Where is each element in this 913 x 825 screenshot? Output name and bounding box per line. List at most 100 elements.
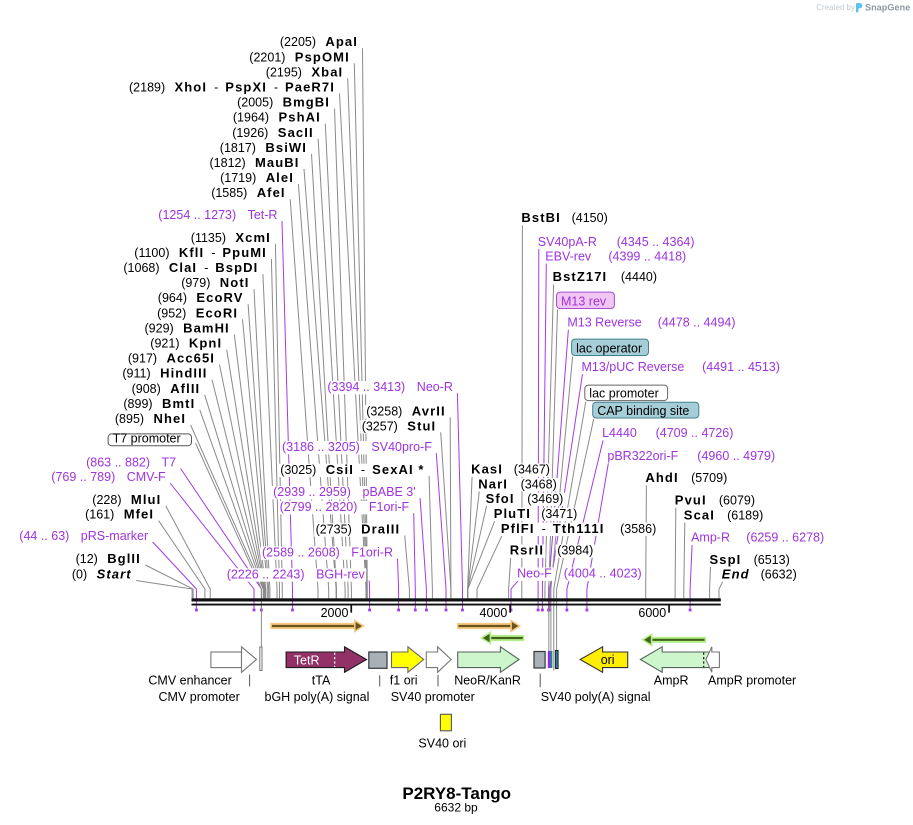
- svg-text:(895): (895): [115, 412, 144, 426]
- svg-text:(6632): (6632): [761, 568, 797, 582]
- svg-text:(899): (899): [123, 397, 152, 411]
- svg-text:BmgBI: BmgBI: [283, 95, 330, 110]
- svg-text:DraIII: DraIII: [361, 522, 400, 537]
- svg-text:BGH-rev: BGH-rev: [316, 568, 365, 582]
- svg-text:bGH poly(A) signal: bGH poly(A) signal: [265, 690, 370, 704]
- svg-text:SV40 ori: SV40 ori: [418, 737, 466, 751]
- svg-text:-: -: [542, 522, 546, 536]
- svg-text:(769 .. 789): (769 .. 789): [51, 470, 115, 484]
- svg-text:AleI: AleI: [266, 170, 294, 185]
- svg-text:MfeI: MfeI: [124, 507, 154, 522]
- svg-text:NheI: NheI: [154, 411, 187, 426]
- svg-text:(3467): (3467): [514, 463, 550, 477]
- svg-text:(2195): (2195): [266, 65, 302, 79]
- svg-text:XcmI: XcmI: [235, 230, 270, 245]
- svg-text:(0): (0): [72, 568, 87, 582]
- svg-text:SnapGene: SnapGene: [865, 3, 910, 13]
- svg-text:(1254 .. 1273): (1254 .. 1273): [158, 208, 236, 222]
- svg-text:(6513): (6513): [754, 553, 790, 567]
- svg-text:(4478 .. 4494): (4478 .. 4494): [658, 316, 736, 330]
- svg-text:(2189): (2189): [129, 81, 165, 95]
- svg-text:(4440): (4440): [621, 270, 657, 284]
- svg-text:EcoRI: EcoRI: [196, 305, 238, 320]
- svg-text:TetR: TetR: [294, 653, 320, 667]
- svg-text:(4491 .. 4513): (4491 .. 4513): [702, 360, 780, 374]
- svg-text:AflII: AflII: [170, 381, 200, 396]
- svg-text:(921): (921): [150, 337, 179, 351]
- svg-text:MauBI: MauBI: [255, 155, 300, 170]
- svg-text:-: -: [214, 81, 218, 95]
- svg-text:BamHI: BamHI: [183, 320, 230, 335]
- svg-text:SV40pA-R: SV40pA-R: [538, 235, 597, 249]
- svg-text:Neo-F: Neo-F: [517, 567, 552, 581]
- svg-text:(3468): (3468): [521, 477, 557, 491]
- svg-text:-: -: [211, 246, 215, 260]
- svg-text:ScaI: ScaI: [684, 507, 715, 522]
- svg-text:(979): (979): [181, 276, 210, 290]
- svg-text:EcoRV: EcoRV: [196, 290, 243, 305]
- svg-text:-: -: [274, 81, 278, 95]
- svg-text:6000: 6000: [638, 606, 666, 620]
- svg-text:NotI: NotI: [220, 275, 250, 290]
- svg-text:PpuMI: PpuMI: [222, 245, 267, 260]
- svg-text:2000: 2000: [321, 606, 349, 620]
- svg-text:(2735): (2735): [316, 523, 352, 537]
- svg-text:M13 Reverse: M13 Reverse: [567, 316, 641, 330]
- svg-text:(3586): (3586): [620, 522, 656, 536]
- svg-text:(228): (228): [92, 493, 121, 507]
- svg-text:MluI: MluI: [131, 492, 161, 507]
- svg-text:(3258): (3258): [366, 404, 402, 418]
- svg-text:AvrII: AvrII: [412, 403, 446, 418]
- svg-text:CMV promoter: CMV promoter: [159, 690, 240, 704]
- svg-text:ClaI: ClaI: [169, 260, 197, 275]
- svg-text:(863 .. 882): (863 .. 882): [86, 456, 150, 470]
- svg-text:F1ori-R: F1ori-R: [351, 546, 393, 560]
- svg-text:(929): (929): [145, 321, 174, 335]
- svg-text:(1585): (1585): [211, 186, 247, 200]
- svg-text:BglII: BglII: [107, 551, 141, 566]
- svg-text:(161): (161): [85, 508, 114, 522]
- svg-text:(3469): (3469): [527, 492, 563, 506]
- svg-text:PspXI: PspXI: [225, 80, 267, 95]
- svg-text:SV40pro-F: SV40pro-F: [371, 440, 432, 454]
- svg-text:PaeR7I: PaeR7I: [285, 80, 335, 95]
- svg-text:HindIII: HindIII: [160, 366, 207, 381]
- svg-text:StuI: StuI: [407, 418, 436, 433]
- svg-text:(2226 .. 2243): (2226 .. 2243): [227, 568, 305, 582]
- svg-text:BsiWI: BsiWI: [265, 140, 307, 155]
- svg-text:(964): (964): [158, 291, 187, 305]
- svg-text:PvuI: PvuI: [675, 493, 707, 508]
- svg-text:(1964): (1964): [233, 111, 269, 125]
- svg-text:SspI: SspI: [710, 552, 742, 567]
- svg-text:SV40 poly(A) signal: SV40 poly(A) signal: [541, 690, 651, 704]
- svg-text:PspOMI: PspOMI: [295, 49, 350, 64]
- svg-text:(1817): (1817): [220, 141, 256, 155]
- svg-text:End: End: [722, 567, 750, 582]
- svg-text:(2005): (2005): [237, 96, 273, 110]
- svg-text:(12): (12): [76, 552, 98, 566]
- svg-text:ori: ori: [601, 653, 615, 667]
- svg-text:(1068): (1068): [123, 261, 159, 275]
- svg-text:PshAI: PshAI: [279, 110, 321, 125]
- svg-text:(3984): (3984): [557, 544, 593, 558]
- svg-text:ApaI: ApaI: [325, 34, 358, 49]
- svg-text:(4004 .. 4023): (4004 .. 4023): [564, 567, 642, 581]
- svg-text:(2939 .. 2959): (2939 .. 2959): [273, 485, 351, 499]
- svg-text:RsrII: RsrII: [510, 543, 544, 558]
- svg-text:AfeI: AfeI: [257, 185, 286, 200]
- svg-text:M13/pUC Reverse: M13/pUC Reverse: [582, 360, 685, 374]
- svg-text:CAP binding site: CAP binding site: [597, 404, 689, 418]
- svg-text:(3025): (3025): [280, 463, 316, 477]
- svg-text:CMV enhancer: CMV enhancer: [148, 673, 231, 687]
- svg-text:L4440: L4440: [602, 426, 637, 440]
- svg-text:lac promoter: lac promoter: [589, 386, 658, 400]
- svg-text:SV40 promoter: SV40 promoter: [391, 690, 475, 704]
- svg-text:EBV-rev: EBV-rev: [545, 250, 592, 264]
- svg-text:(2799 .. 2820): (2799 .. 2820): [280, 500, 358, 514]
- svg-text:P2RY8-Tango: P2RY8-Tango: [402, 784, 511, 803]
- svg-text:PflFI: PflFI: [501, 521, 535, 536]
- svg-text:(911): (911): [122, 367, 150, 381]
- svg-text:(44 .. 63): (44 .. 63): [19, 529, 69, 543]
- svg-text:AmpR promoter: AmpR promoter: [708, 673, 796, 687]
- svg-text:T7 promoter: T7 promoter: [113, 432, 181, 446]
